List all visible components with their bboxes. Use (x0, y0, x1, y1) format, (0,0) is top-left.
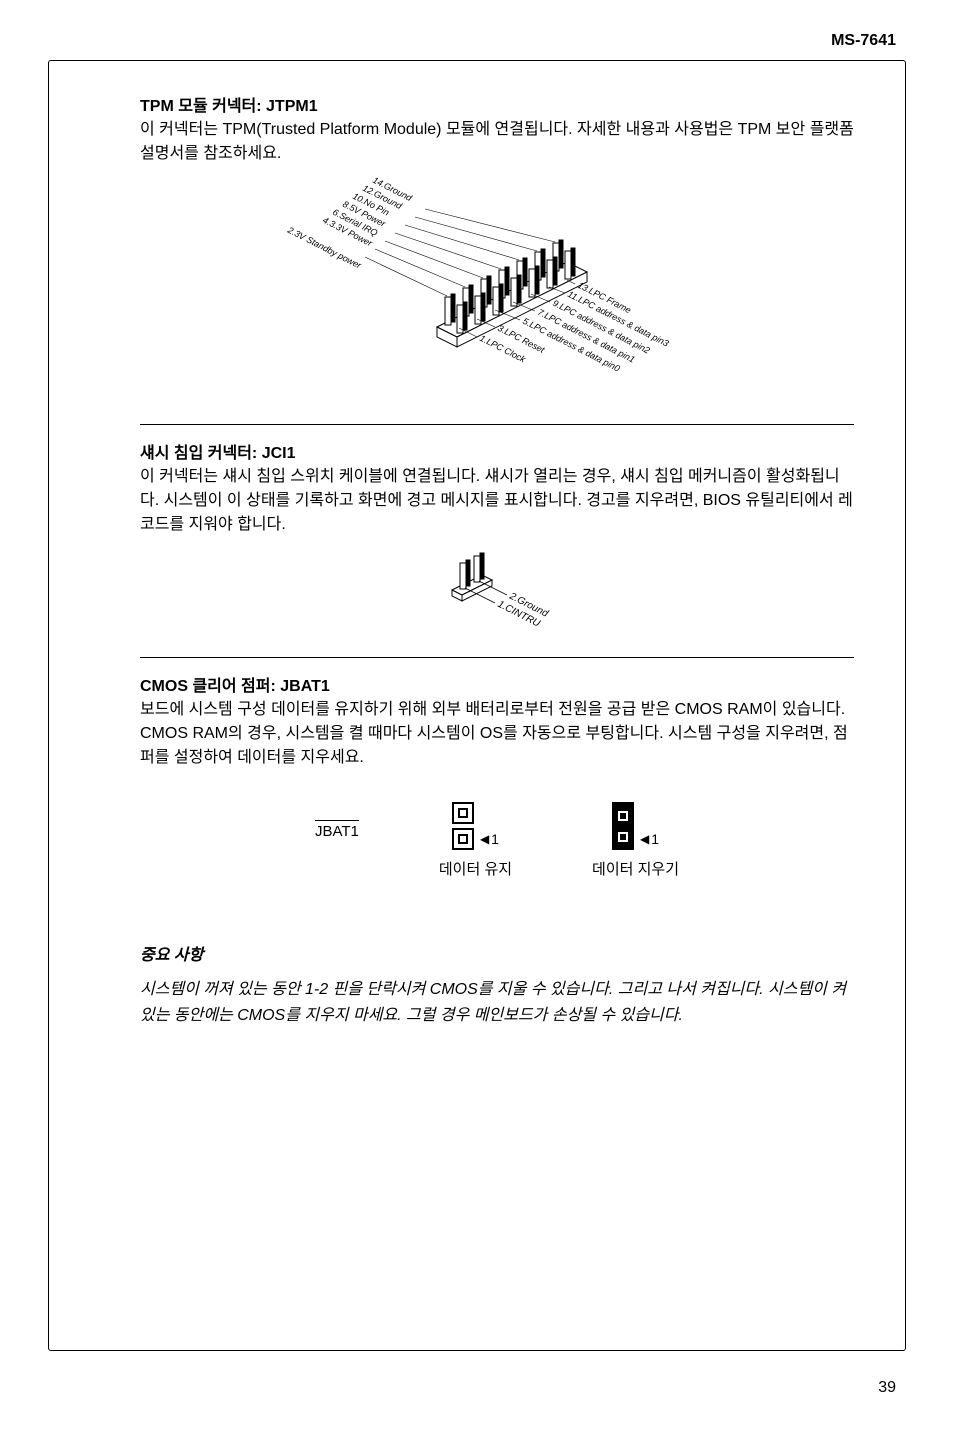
clear-data-label: 데이터 지우기 (592, 858, 679, 879)
tpm-body: 이 커넥터는 TPM(Trusted Platform Module) 모듈에 … (140, 118, 854, 166)
section-cmos: CMOS 클리어 점퍼: JBAT1 보드에 시스템 구성 데이터를 유지하기 … (140, 672, 854, 879)
jumper-pin-icon (452, 802, 474, 824)
jumper-clear: ◀1 데이터 지우기 (592, 802, 679, 879)
jumper-shorted-icon (612, 802, 634, 850)
cmos-body: 보드에 시스템 구성 데이터를 유지하기 위해 외부 배터리로부터 전원을 공급… (140, 698, 854, 770)
header-model: MS-7641 (831, 32, 896, 50)
pin1-marker: ◀1 (480, 828, 499, 850)
pin1-marker: ◀1 (640, 828, 659, 850)
jumper-keep: ◀1 데이터 유지 (439, 802, 512, 879)
section-jci: 섀시 침입 커넥터: JCI1 이 커넥터는 섀시 침입 스위치 케이블에 연결… (140, 439, 854, 635)
keep-data-label: 데이터 유지 (439, 858, 512, 879)
cmos-title: CMOS 클리어 점퍼: JBAT1 (140, 672, 854, 696)
jumper-row: JBAT1 ◀1 데이터 유지 ◀1 (140, 802, 854, 879)
jbat-label: JBAT1 (315, 820, 359, 840)
important-body: 시스템이 꺼져 있는 동안 1-2 핀을 단락시켜 CMOS를 지울 수 있습니… (140, 977, 854, 1028)
jci-title: 섀시 침입 커넥터: JCI1 (140, 439, 854, 463)
page-content: TPM 모듈 커넥터: JTPM1 이 커넥터는 TPM(Trusted Pla… (140, 92, 854, 1028)
divider-2 (140, 657, 854, 658)
jci-diagram: 2.Ground 1.CINTRU (140, 545, 854, 635)
tpm-title: TPM 모듈 커넥터: JTPM1 (140, 92, 854, 116)
section-tpm: TPM 모듈 커넥터: JTPM1 이 커넥터는 TPM(Trusted Pla… (140, 92, 854, 402)
jci-body: 이 커넥터는 섀시 침입 스위치 케이블에 연결됩니다. 섀시가 열리는 경우,… (140, 465, 854, 537)
tpm-diagram: 14.Ground 12.Ground 10.No Pin 8.5V Power (140, 172, 854, 402)
jci-connector-svg: 2.Ground 1.CINTRU (397, 545, 597, 635)
page-number: 39 (878, 1379, 896, 1397)
tpm-pin (445, 294, 455, 325)
important-heading: 중요 사항 (140, 941, 854, 965)
jbat-label-box: JBAT1 (315, 802, 359, 858)
divider-1 (140, 424, 854, 425)
tpm-connector-svg: 14.Ground 12.Ground 10.No Pin 8.5V Power (267, 172, 727, 402)
jumper-pin-icon (452, 828, 474, 850)
